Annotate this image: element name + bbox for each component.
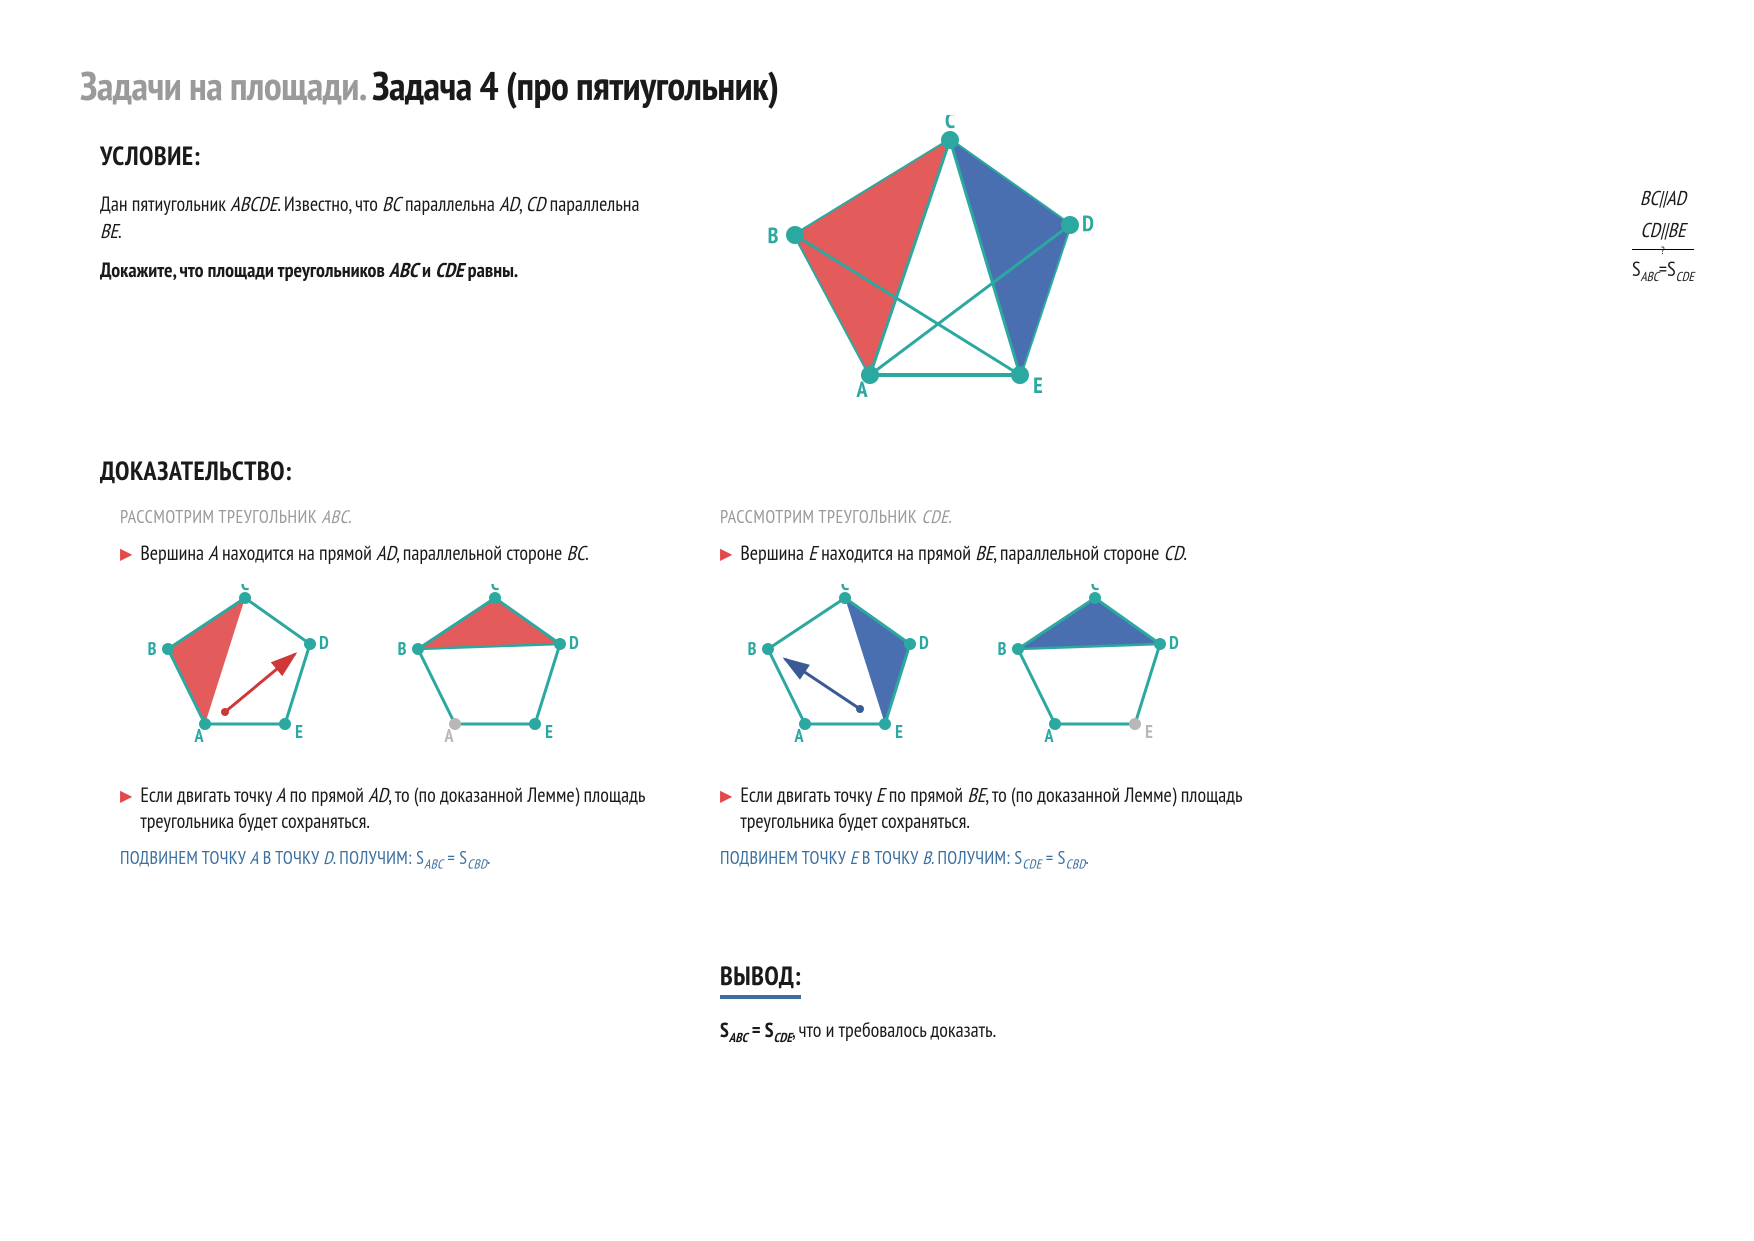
svg-text:D: D (1169, 631, 1179, 654)
condition-heading: УСЛОВИЕ: (100, 140, 660, 173)
svg-text:B: B (398, 637, 407, 660)
conclusion-block: ВЫВОД: SABC = SCDE, что и требовалось до… (720, 960, 996, 1059)
right-bullet-2: ▶ Если двигать точку E по прямой BE, то … (720, 782, 1320, 834)
svg-text:B: B (768, 222, 779, 250)
svg-text:E: E (545, 720, 553, 743)
condition-block: УСЛОВИЕ: Дан пятиугольник ABCDE. Известн… (100, 140, 660, 296)
formula-line-1: BC||AD (1632, 185, 1694, 211)
svg-text:B: B (998, 637, 1007, 660)
svg-text:C: C (491, 584, 499, 595)
main-pentagon-svg: C D E A B (740, 115, 1140, 425)
proof-column-left: РАССМОТРИМ ТРЕУГОЛЬНИК ABC. ▶ Вершина A … (120, 505, 660, 873)
svg-text:C: C (1091, 584, 1099, 595)
left-figure-1: C D E A B (140, 584, 350, 764)
svg-text:D: D (919, 631, 929, 654)
condition-prove: Докажите, что площади треугольников ABC … (100, 257, 660, 284)
main-pentagon-figure: C D E A B (740, 115, 1140, 430)
svg-text:D: D (569, 631, 579, 654)
svg-text:C: C (241, 584, 249, 595)
left-figure-row: C D E A B C D E A B (140, 584, 660, 764)
svg-text:D: D (1082, 210, 1094, 238)
svg-text:E: E (1033, 372, 1042, 400)
page-title: Задачи на площади. Задача 4 (про пятиуго… (80, 60, 1674, 112)
svg-text:C: C (945, 115, 955, 135)
right-figure-row: C D E A B C D E A B (740, 584, 1320, 764)
proof-heading: ДОКАЗАТЕЛЬСТВО: (100, 455, 292, 488)
right-figure-1: C D E A B (740, 584, 950, 764)
triangle-bullet-icon: ▶ (720, 544, 732, 564)
left-bullet-2: ▶ Если двигать точку A по прямой AD, то … (120, 782, 660, 834)
triangle-bullet-icon: ▶ (120, 786, 132, 806)
triangle-bullet-icon: ▶ (120, 544, 132, 564)
svg-text:E: E (1145, 720, 1153, 743)
svg-text:A: A (193, 724, 204, 747)
proof-column-right: РАССМОТРИМ ТРЕУГОЛЬНИК CDE. ▶ Вершина E … (720, 505, 1320, 873)
formula-line-3: SABC=?SCDE (1632, 256, 1694, 285)
triangle-bullet-icon: ▶ (720, 786, 732, 806)
conclusion-heading: ВЫВОД: (720, 960, 996, 999)
svg-text:B: B (148, 637, 157, 660)
right-subtitle: РАССМОТРИМ ТРЕУГОЛЬНИК CDE. (720, 505, 1320, 528)
right-bullet-1: ▶ Вершина E находится на прямой BE, пара… (720, 540, 1320, 566)
svg-text:A: A (855, 376, 868, 404)
svg-text:D: D (319, 631, 329, 654)
left-bullet-1: ▶ Вершина A находится на прямой AD, пара… (120, 540, 660, 566)
right-figure-2: C D E A B (990, 584, 1200, 764)
formula-box: BC||AD CD||BE SABC=?SCDE (1632, 185, 1694, 285)
svg-text:A: A (1043, 724, 1054, 747)
left-subtitle: РАССМОТРИМ ТРЕУГОЛЬНИК ABC. (120, 505, 660, 528)
formula-line-2: CD||BE (1632, 217, 1694, 243)
right-note: ПОДВИНЕМ ТОЧКУ E В ТОЧКУ B. ПОЛУЧИМ: SCD… (720, 846, 1320, 873)
conclusion-text: SABC = SCDE, что и требовалось доказать. (720, 1017, 996, 1047)
svg-text:A: A (443, 724, 454, 747)
svg-text:B: B (748, 637, 757, 660)
svg-text:E: E (895, 720, 903, 743)
title-main: Задача 4 (про пятиугольник) (372, 60, 779, 112)
svg-text:A: A (793, 724, 804, 747)
condition-text: Дан пятиугольник ABCDE. Известно, что BC… (100, 191, 660, 245)
svg-text:E: E (295, 720, 303, 743)
svg-text:C: C (841, 584, 849, 595)
left-figure-2: C D E A B (390, 584, 600, 764)
left-note: ПОДВИНЕМ ТОЧКУ A В ТОЧКУ D. ПОЛУЧИМ: SAB… (120, 846, 660, 873)
title-category: Задачи на площади. (80, 60, 372, 112)
